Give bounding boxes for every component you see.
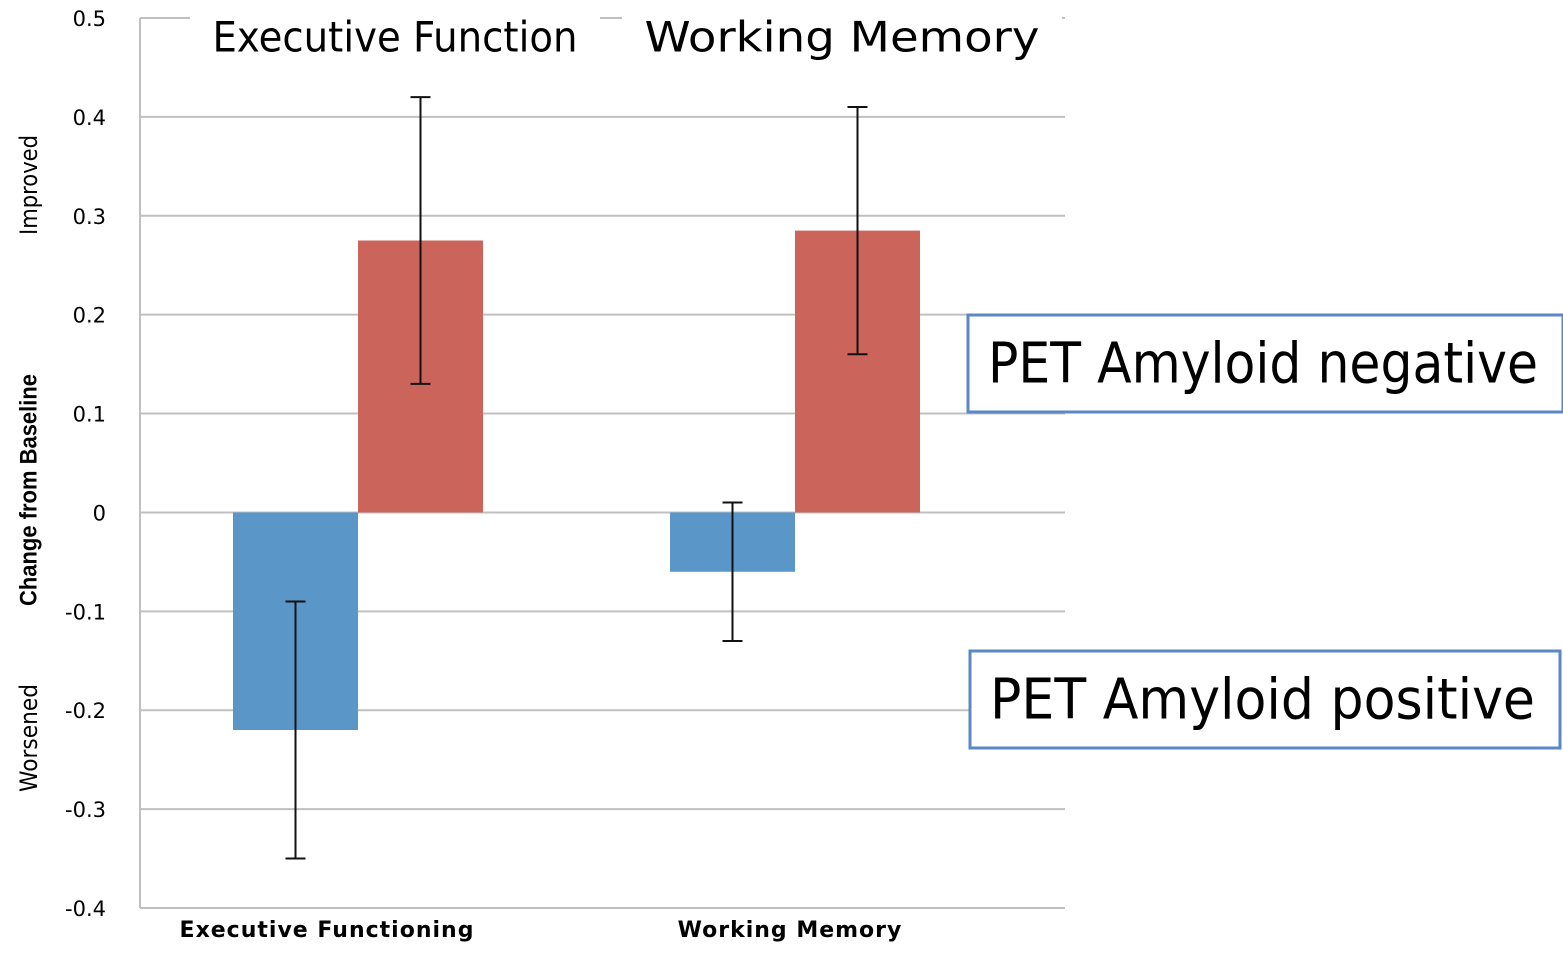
- y-tick-label: 0: [93, 501, 106, 525]
- y-tick-label: -0.3: [65, 798, 106, 822]
- error-bar: [285, 600, 306, 860]
- legend-box: [966, 313, 1563, 414]
- group-title: Working Memory: [645, 13, 1040, 62]
- title-backdrop: [190, 0, 600, 70]
- legend-label: PET Amyloid positive: [990, 668, 1535, 733]
- y-tick-label: 0.3: [73, 205, 106, 229]
- title-backdrop: [622, 0, 1062, 70]
- y-tick-label: -0.1: [65, 600, 106, 624]
- x-tick-label: Working Memory: [678, 918, 903, 943]
- y-tick-label: 0.1: [73, 403, 106, 427]
- legend-label: PET Amyloid negative: [988, 332, 1538, 397]
- annotation: Improved: [15, 135, 43, 235]
- x-tick-label: Executive Functioning: [180, 918, 475, 943]
- error-bar: [410, 96, 431, 385]
- y-axis-label: Change from Baseline: [15, 374, 42, 606]
- y-tick-label: 0.2: [73, 304, 106, 328]
- y-tick-label: -0.4: [65, 897, 106, 921]
- error-bar: [847, 106, 868, 356]
- group-title: Executive Function: [213, 13, 578, 62]
- y-tick-label: 0.4: [73, 106, 106, 130]
- annotation: Worsened: [15, 684, 43, 792]
- y-tick-label: 0.5: [73, 7, 106, 31]
- error-bar: [722, 501, 743, 642]
- y-tick-label: -0.2: [65, 699, 106, 723]
- legend-box: [968, 649, 1562, 750]
